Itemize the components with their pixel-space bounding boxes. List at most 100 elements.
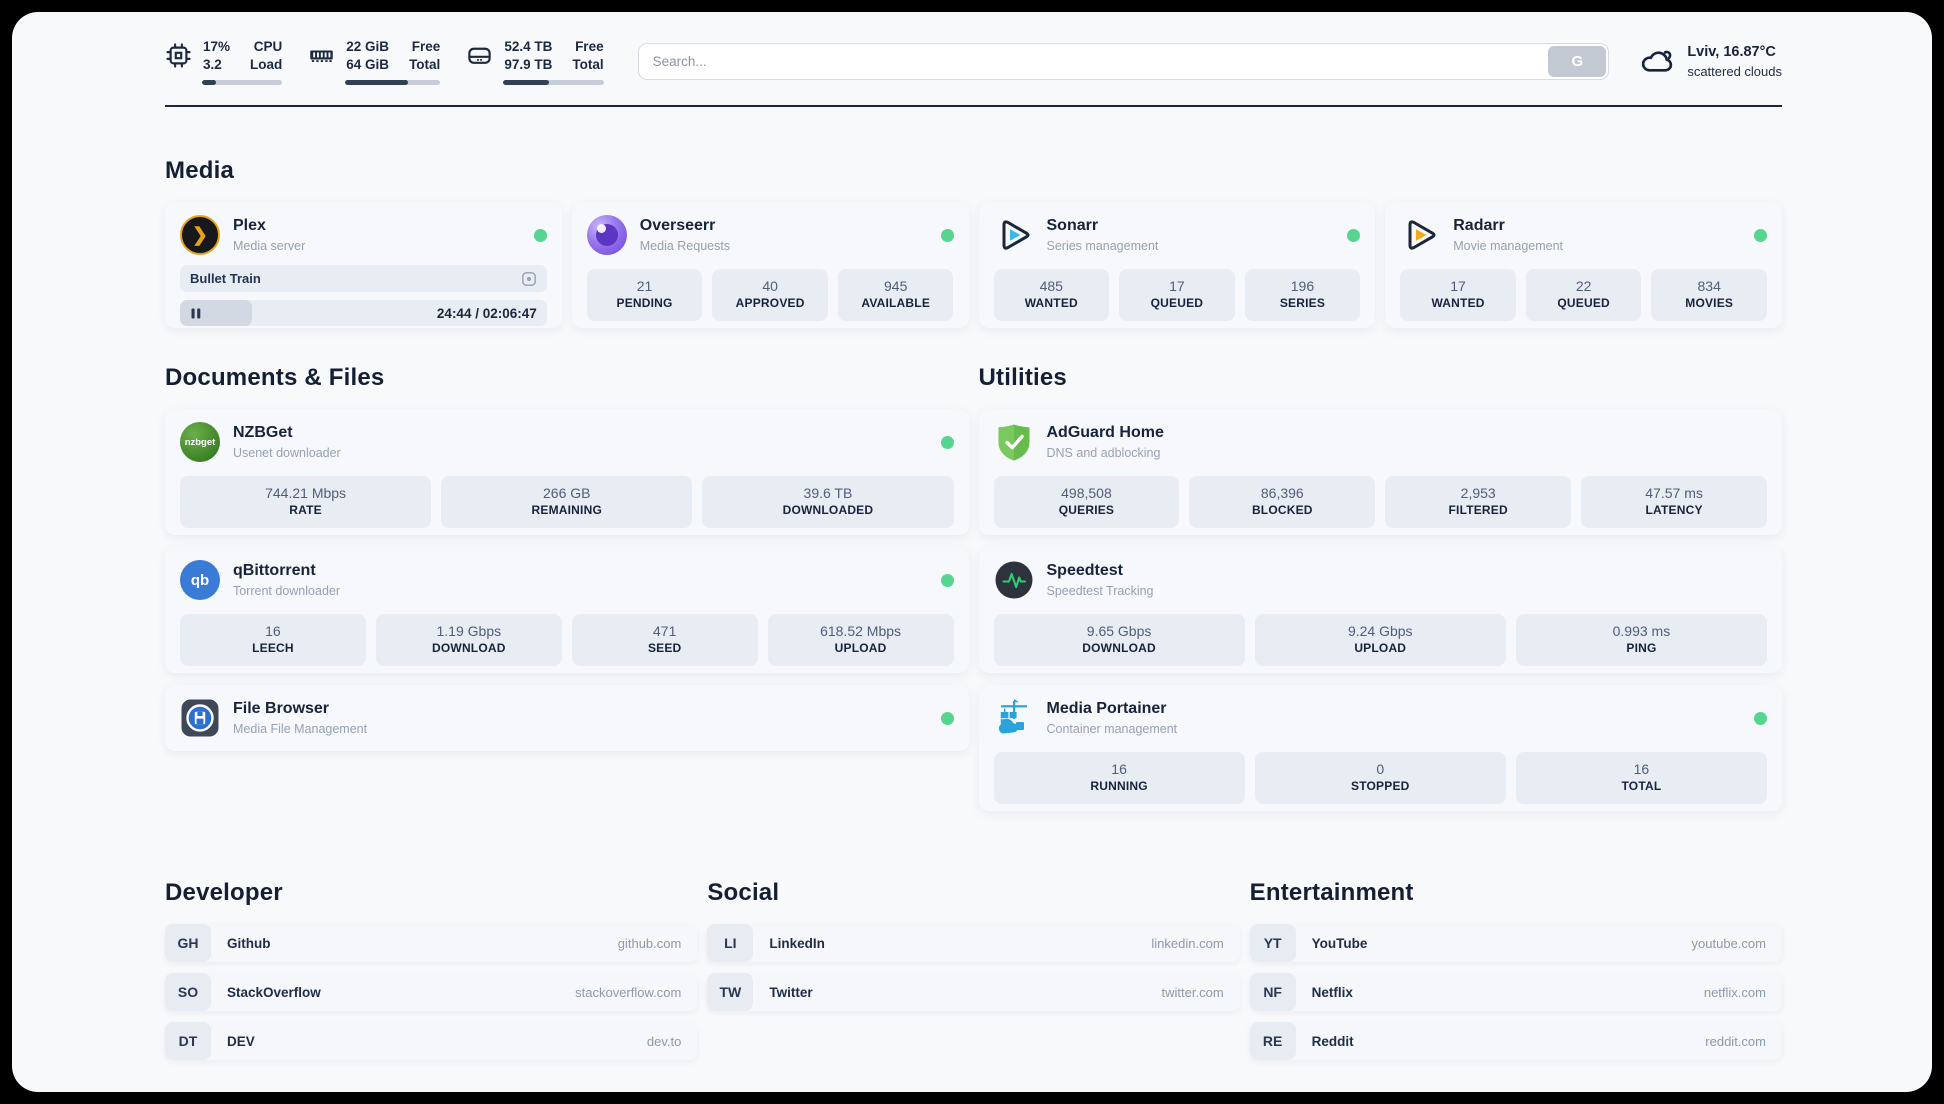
card-sonarr[interactable]: Sonarr Series management 485 WANTED 17 Q…	[978, 202, 1376, 329]
disk-total-label: Total	[572, 56, 604, 72]
app-title: File Browser	[233, 700, 330, 718]
app-subtitle: DNS and adblocking	[1046, 445, 1161, 460]
stat-latency: 47.57 ms LATENCY	[1581, 476, 1767, 528]
link-linkedin[interactable]: LI LinkedIn linkedin.com	[707, 924, 1240, 963]
stat-download: 9.65 Gbps DOWNLOAD	[993, 614, 1245, 666]
disk-icon	[466, 42, 493, 69]
card-adguard[interactable]: AdGuard Home DNS and adblocking 498,508 …	[978, 409, 1782, 536]
stat-blocked: 86,396 BLOCKED	[1189, 476, 1376, 528]
ram-icon	[308, 42, 335, 69]
app-title: Plex	[233, 217, 266, 235]
card-radarr[interactable]: Radarr Movie management 17 WANTED 22 QUE…	[1385, 202, 1782, 329]
link-youtube[interactable]: YT YouTube youtube.com	[1249, 924, 1782, 963]
app-title: NZBGet	[233, 424, 293, 442]
dev-abbr-icon: DT	[165, 1022, 211, 1061]
linkedin-abbr-icon: LI	[707, 924, 754, 963]
ram-free-value: 22 GiB	[346, 39, 390, 54]
stat-filtered: 2,953 FILTERED	[1385, 476, 1572, 528]
card-qbittorrent[interactable]: qb qBittorrent Torrent downloader 16 LEE…	[165, 547, 969, 674]
dashboard-page: 17% 3.2 CPU Load	[12, 12, 1932, 1092]
app-subtitle: Series management	[1046, 238, 1159, 253]
card-filebrowser[interactable]: File Browser Media File Management	[165, 685, 969, 752]
stat-seed: 471 SEED	[571, 614, 758, 666]
link-twitter[interactable]: TW Twitter twitter.com	[707, 973, 1240, 1012]
hardware-stats: 17% 3.2 CPU Load	[165, 38, 604, 86]
card-speedtest[interactable]: Speedtest Speedtest Tracking 9.65 Gbps D…	[978, 547, 1782, 674]
section-utilities: Utilities AdGuard Home DNS and	[978, 364, 1782, 823]
app-title: Speedtest	[1046, 562, 1123, 580]
section-entertainment: Entertainment YT YouTube youtube.com NF …	[1249, 879, 1782, 1071]
cpu-icon	[165, 42, 192, 69]
disk-progress-bar	[503, 80, 604, 86]
cpu-progress-fill	[202, 80, 216, 86]
stat-remaining: 266 GB REMAINING	[441, 476, 693, 528]
weather-widget: Lviv, 16.87°C scattered clouds	[1639, 43, 1782, 80]
app-title: Radarr	[1453, 217, 1505, 235]
cpu-usage-label: CPU	[253, 39, 283, 54]
card-portainer[interactable]: Media Portainer Container management 16 …	[978, 685, 1782, 812]
ram-stat: 22 GiB 64 GiB Free Total	[308, 38, 441, 86]
ram-total-label: Total	[409, 56, 441, 72]
radarr-icon	[1400, 215, 1440, 255]
app-subtitle: Media server	[233, 238, 306, 253]
ram-progress-bar	[345, 80, 441, 86]
playback-time: 24:44 / 02:06:47	[436, 305, 537, 321]
status-dot	[940, 711, 954, 725]
status-dot	[940, 435, 954, 449]
disk-stat: 52.4 TB 97.9 TB Free Total	[466, 38, 604, 86]
section-developer: Developer GH Github github.com SO StackO…	[165, 879, 698, 1071]
app-subtitle: Usenet downloader	[233, 445, 341, 460]
cpu-progress-bar	[202, 80, 283, 86]
playback-progress-bar[interactable]: 24:44 / 02:06:47	[180, 300, 547, 327]
stat-pending: 21 PENDING	[586, 269, 703, 321]
adguard-icon	[994, 422, 1034, 462]
header-divider	[165, 105, 1782, 108]
pause-icon[interactable]	[191, 308, 201, 319]
link-stackoverflow[interactable]: SO StackOverflow stackoverflow.com	[165, 973, 698, 1012]
status-dot	[1754, 711, 1767, 725]
search-engine-button[interactable]: G	[1548, 46, 1607, 78]
card-overseerr[interactable]: Overseerr Media Requests 21 PENDING 40 A…	[571, 202, 969, 329]
card-nzbget[interactable]: nzbget NZBGet Usenet downloader 744.21 M…	[165, 409, 969, 536]
stat-ping: 0.993 ms PING	[1515, 614, 1768, 666]
link-netflix[interactable]: NF Netflix netflix.com	[1249, 973, 1782, 1012]
stat-available: 945 AVAILABLE	[837, 269, 954, 321]
sonarr-icon	[994, 215, 1034, 255]
link-github[interactable]: GH Github github.com	[165, 924, 698, 963]
stat-wanted: 17 WANTED	[1400, 269, 1516, 321]
filebrowser-icon	[180, 698, 220, 738]
section-media: Media ❯ Plex Media server Bullet Train	[165, 157, 1782, 329]
stat-stopped: 0 STOPPED	[1254, 752, 1506, 804]
link-dev[interactable]: DT DEV dev.to	[165, 1022, 698, 1061]
stat-movies: 834 MOVIES	[1651, 269, 1767, 321]
cpu-usage-value: 17%	[203, 39, 231, 54]
section-documents: Documents & Files nzbget NZBGet Usenet d…	[165, 364, 969, 763]
search-input[interactable]	[637, 43, 1610, 81]
documents-section-title: Documents & Files	[165, 364, 385, 392]
utilities-section-title: Utilities	[978, 364, 1067, 392]
speedtest-icon	[994, 560, 1034, 600]
stat-running: 16 RUNNING	[993, 752, 1245, 804]
stat-queued: 17 QUEUED	[1119, 269, 1235, 321]
disk-free-label: Free	[575, 39, 604, 54]
status-dot	[940, 573, 954, 587]
card-plex[interactable]: ❯ Plex Media server Bullet Train	[165, 202, 562, 329]
stat-upload: 618.52 Mbps UPLOAD	[767, 614, 954, 666]
ram-progress-fill	[345, 80, 408, 86]
stat-total: 16 TOTAL	[1515, 752, 1768, 804]
now-playing-bar: Bullet Train	[180, 265, 547, 293]
header: 17% 3.2 CPU Load	[165, 12, 1782, 86]
app-title: Media Portainer	[1046, 700, 1167, 718]
stat-wanted: 485 WANTED	[993, 269, 1110, 321]
cpu-load-label: Load	[250, 56, 283, 72]
link-reddit[interactable]: RE Reddit reddit.com	[1249, 1022, 1782, 1061]
stat-queued: 22 QUEUED	[1525, 269, 1642, 321]
stat-approved: 40 APPROVED	[712, 269, 828, 321]
now-playing-title: Bullet Train	[190, 271, 261, 287]
weather-location-temp: Lviv, 16.87°C	[1687, 43, 1776, 60]
stat-leech: 16 LEECH	[180, 614, 366, 666]
stackoverflow-abbr-icon: SO	[165, 973, 211, 1012]
stat-downloaded: 39.6 TB DOWNLOADED	[702, 476, 954, 528]
youtube-abbr-icon: YT	[1249, 924, 1296, 963]
status-dot	[1347, 228, 1361, 242]
